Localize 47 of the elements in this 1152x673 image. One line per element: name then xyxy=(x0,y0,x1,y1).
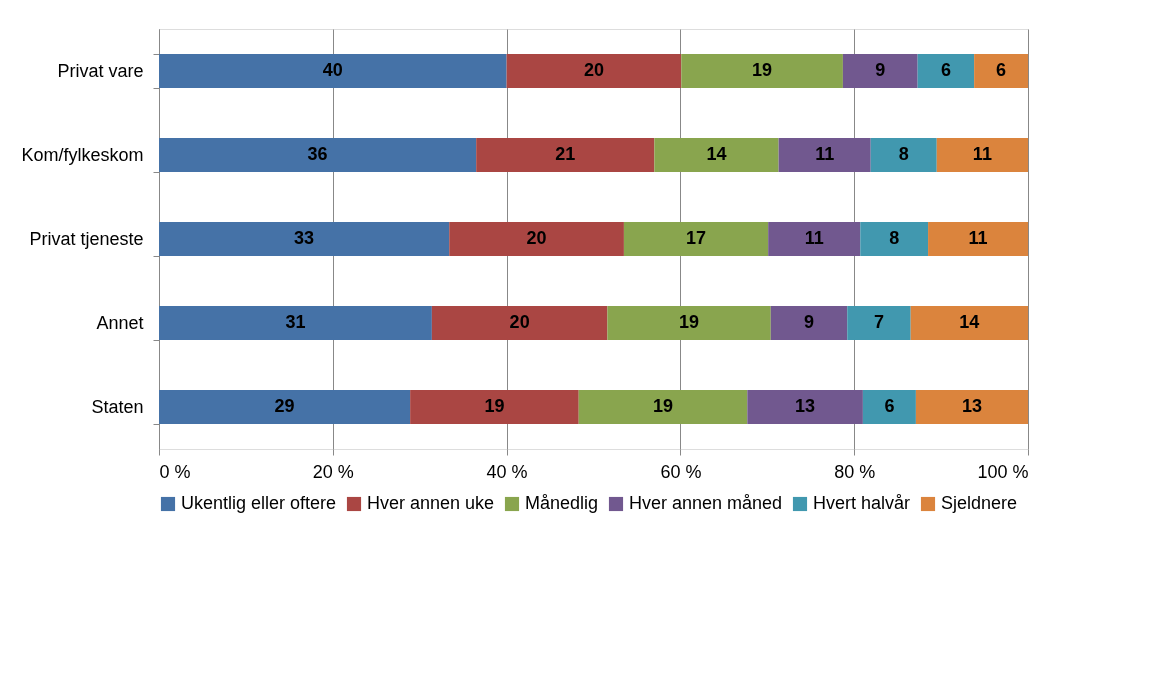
data-label: 40 xyxy=(322,60,343,80)
legend-label: Hvert halvår xyxy=(813,493,911,513)
data-label: 19 xyxy=(653,396,674,416)
data-label: 11 xyxy=(815,144,835,164)
legend-label: Månedlig xyxy=(525,493,599,513)
data-label: 33 xyxy=(294,228,315,248)
data-label: 14 xyxy=(959,312,980,332)
x-tick-label: 80 % xyxy=(834,461,876,482)
data-label: 6 xyxy=(940,60,951,80)
data-label: 6 xyxy=(996,60,1007,80)
data-label: 6 xyxy=(884,396,895,416)
data-label: 11 xyxy=(972,144,992,164)
y-tick-label: Annet xyxy=(96,312,144,333)
x-tick-label: 60 % xyxy=(660,461,702,482)
data-label: 11 xyxy=(804,228,824,248)
data-label: 20 xyxy=(526,228,547,248)
data-label: 20 xyxy=(509,312,530,332)
legend-label: Ukentlig eller oftere xyxy=(181,493,337,513)
data-label: 8 xyxy=(898,144,909,164)
data-label: 36 xyxy=(307,144,328,164)
y-tick-label: Staten xyxy=(91,396,144,417)
data-label: 19 xyxy=(679,312,700,332)
y-tick-label: Privat tjeneste xyxy=(29,228,144,249)
data-label: 31 xyxy=(285,312,306,332)
data-label: 9 xyxy=(804,312,815,332)
y-tick-label: Privat vare xyxy=(57,60,144,81)
data-label: 11 xyxy=(968,228,988,248)
y-tick-label: Kom/fylkeskom xyxy=(21,144,144,165)
data-label: 19 xyxy=(484,396,505,416)
x-tick-label: 100 % xyxy=(977,461,1029,482)
data-label: 19 xyxy=(752,60,773,80)
data-label: 21 xyxy=(555,144,576,164)
data-label: 29 xyxy=(274,396,295,416)
legend-label: Sjeldnere xyxy=(941,493,1018,513)
legend-label: Hver annen måned xyxy=(629,493,783,513)
x-tick-label: 20 % xyxy=(312,461,354,482)
data-label: 9 xyxy=(875,60,886,80)
data-label: 17 xyxy=(686,228,707,248)
data-label: 8 xyxy=(889,228,900,248)
data-label: 7 xyxy=(873,312,884,332)
data-label: 13 xyxy=(795,396,816,416)
x-tick-label: 40 % xyxy=(486,461,528,482)
x-tick-label: 0 % xyxy=(159,461,191,482)
data-label: 13 xyxy=(961,396,982,416)
legend-label: Hver annen uke xyxy=(367,493,495,513)
data-label: 20 xyxy=(583,60,604,80)
data-label: 14 xyxy=(706,144,727,164)
